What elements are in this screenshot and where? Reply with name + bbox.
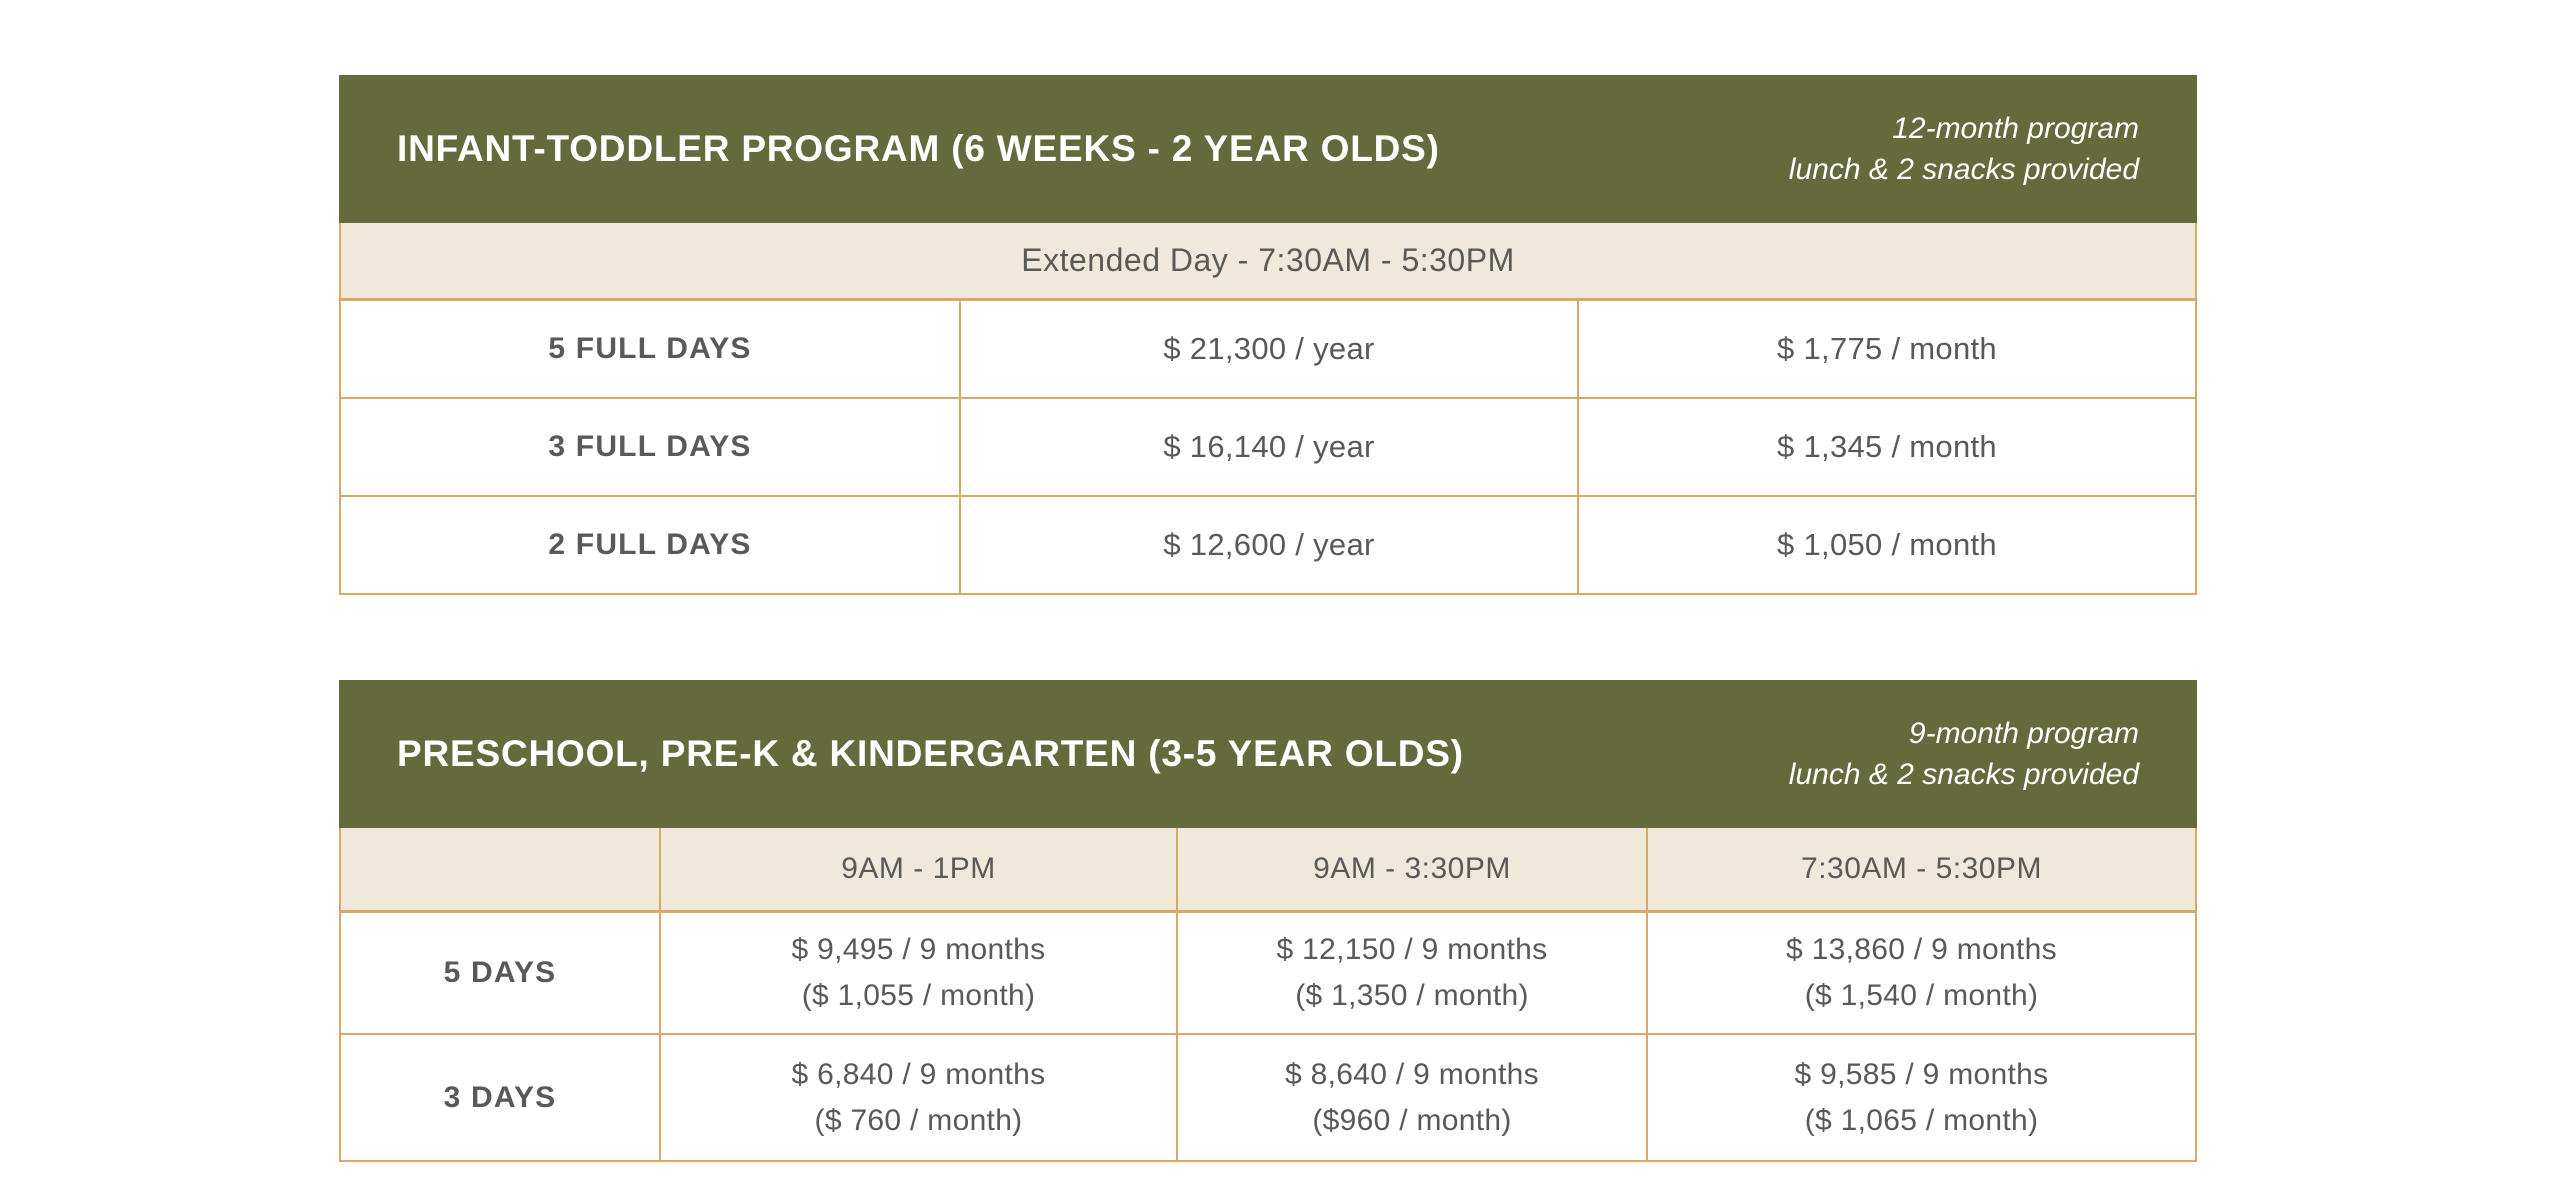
price-cell: $ 9,495 / 9 months ($ 1,055 / month) [659, 913, 1176, 1033]
plan-label-cell: 5 FULL DAYS [341, 301, 959, 397]
yearly-price-cell: $ 21,300 / year [959, 301, 1577, 397]
price-line-monthly: ($ 1,540 / month) [1804, 979, 2039, 1012]
infant-toddler-header: INFANT-TODDLER PROGRAM (6 WEEKS - 2 YEAR… [339, 75, 2197, 223]
preschool-table: PRESCHOOL, PRE-K & KINDERGARTEN (3-5 YEA… [339, 680, 2197, 1162]
price-line-term: $ 13,860 / 9 months [1786, 933, 2057, 966]
price-line-term: $ 8,640 / 9 months [1285, 1057, 1539, 1091]
infant-toddler-table: INFANT-TODDLER PROGRAM (6 WEEKS - 2 YEAR… [339, 75, 2197, 595]
price-cell: $ 9,585 / 9 months ($ 1,065 / month) [1646, 1033, 2195, 1160]
price-line-monthly: ($ 1,055 / month) [801, 979, 1036, 1012]
plan-label-cell: 2 FULL DAYS [341, 495, 959, 593]
price-line-term: $ 6,840 / 9 months [791, 1057, 1046, 1091]
price-cell: $ 6,840 / 9 months ($ 760 / month) [659, 1033, 1176, 1160]
price-line-term: $ 9,585 / 9 months [1794, 1057, 2049, 1091]
price-cell: $ 12,150 / 9 months ($ 1,350 / month) [1176, 913, 1646, 1033]
time-column-header: 7:30AM - 5:30PM [1646, 828, 2195, 913]
price-cell: $ 13,860 / 9 months ($ 1,540 / month) [1646, 913, 2195, 1033]
preschool-program-note: 9-month program lunch & 2 snacks provide… [1789, 713, 2139, 795]
infant-toddler-grid: 5 FULL DAYS $ 21,300 / year $ 1,775 / mo… [341, 301, 2195, 593]
price-cell: $ 8,640 / 9 months ($960 / month) [1176, 1033, 1646, 1160]
infant-toddler-body: Extended Day - 7:30AM - 5:30PM 5 FULL DA… [339, 223, 2197, 595]
preschool-header: PRESCHOOL, PRE-K & KINDERGARTEN (3-5 YEA… [339, 680, 2197, 828]
price-line-monthly: ($ 760 / month) [814, 1103, 1023, 1137]
price-line-monthly: ($960 / month) [1312, 1103, 1512, 1137]
days-label-cell: 5 DAYS [341, 913, 659, 1033]
price-line-monthly: ($ 1,350 / month) [1295, 979, 1529, 1012]
price-line-term: $ 12,150 / 9 months [1276, 933, 1548, 966]
price-line-monthly: ($ 1,065 / month) [1804, 1103, 2039, 1137]
plan-label-cell: 3 FULL DAYS [341, 397, 959, 495]
infant-toddler-title: INFANT-TODDLER PROGRAM (6 WEEKS - 2 YEAR… [397, 128, 1440, 169]
note-line-1: 12-month program [1892, 112, 2139, 145]
time-column-header: 9AM - 3:30PM [1176, 828, 1646, 913]
empty-corner-cell [341, 828, 659, 913]
yearly-price-cell: $ 12,600 / year [959, 495, 1577, 593]
preschool-grid: 9AM - 1PM 9AM - 3:30PM 7:30AM - 5:30PM 5… [341, 828, 2195, 1160]
preschool-body: 9AM - 1PM 9AM - 3:30PM 7:30AM - 5:30PM 5… [339, 828, 2197, 1162]
time-column-header: 9AM - 1PM [659, 828, 1176, 913]
preschool-title: PRESCHOOL, PRE-K & KINDERGARTEN (3-5 YEA… [397, 733, 1464, 774]
days-label-cell: 3 DAYS [341, 1033, 659, 1160]
note-line-2: lunch & 2 snacks provided [1788, 758, 2139, 791]
monthly-price-cell: $ 1,050 / month [1577, 495, 2195, 593]
note-line-1: 9-month program [1908, 717, 2139, 750]
extended-day-band: Extended Day - 7:30AM - 5:30PM [341, 223, 2195, 301]
yearly-price-cell: $ 16,140 / year [959, 397, 1577, 495]
price-line-term: $ 9,495 / 9 months [791, 933, 1046, 966]
infant-toddler-program-note: 12-month program lunch & 2 snacks provid… [1789, 108, 2139, 190]
note-line-2: lunch & 2 snacks provided [1788, 153, 2139, 186]
monthly-price-cell: $ 1,775 / month [1577, 301, 2195, 397]
monthly-price-cell: $ 1,345 / month [1577, 397, 2195, 495]
